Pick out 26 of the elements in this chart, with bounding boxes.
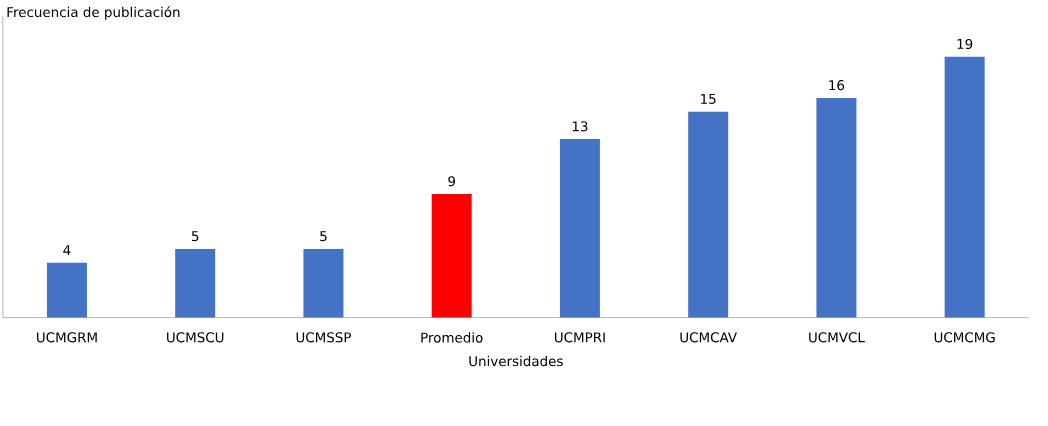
data-label: 5 xyxy=(191,231,199,242)
data-label: 4 xyxy=(63,245,71,255)
x-tick-label: Promedio xyxy=(421,332,483,343)
x-tick-label: UCMCAV xyxy=(680,332,737,343)
bar xyxy=(303,248,344,318)
x-tick-label: UCMGRM xyxy=(37,332,97,343)
data-label: 16 xyxy=(829,80,845,91)
y-axis-title: Frecuencia de publicación xyxy=(7,6,180,20)
bar xyxy=(46,262,87,318)
x-axis-title: Universidades xyxy=(469,355,563,367)
bar xyxy=(944,56,985,318)
x-tick-label: UCMPRI xyxy=(554,332,605,343)
bar xyxy=(431,194,472,318)
bar xyxy=(175,248,216,318)
data-label: 9 xyxy=(448,176,456,187)
x-tick-label: UCMCMG xyxy=(934,332,995,343)
bar xyxy=(688,111,729,318)
x-tick-label: UCMVCL xyxy=(809,332,865,343)
data-label: 15 xyxy=(701,93,716,104)
x-tick-label: UCMSSP xyxy=(296,332,351,343)
bar xyxy=(559,139,600,318)
bar xyxy=(816,97,857,318)
data-label: 13 xyxy=(572,121,588,132)
data-label: 19 xyxy=(957,38,973,50)
data-label: 5 xyxy=(320,231,327,242)
x-tick-label: UCMSCU xyxy=(167,332,224,343)
